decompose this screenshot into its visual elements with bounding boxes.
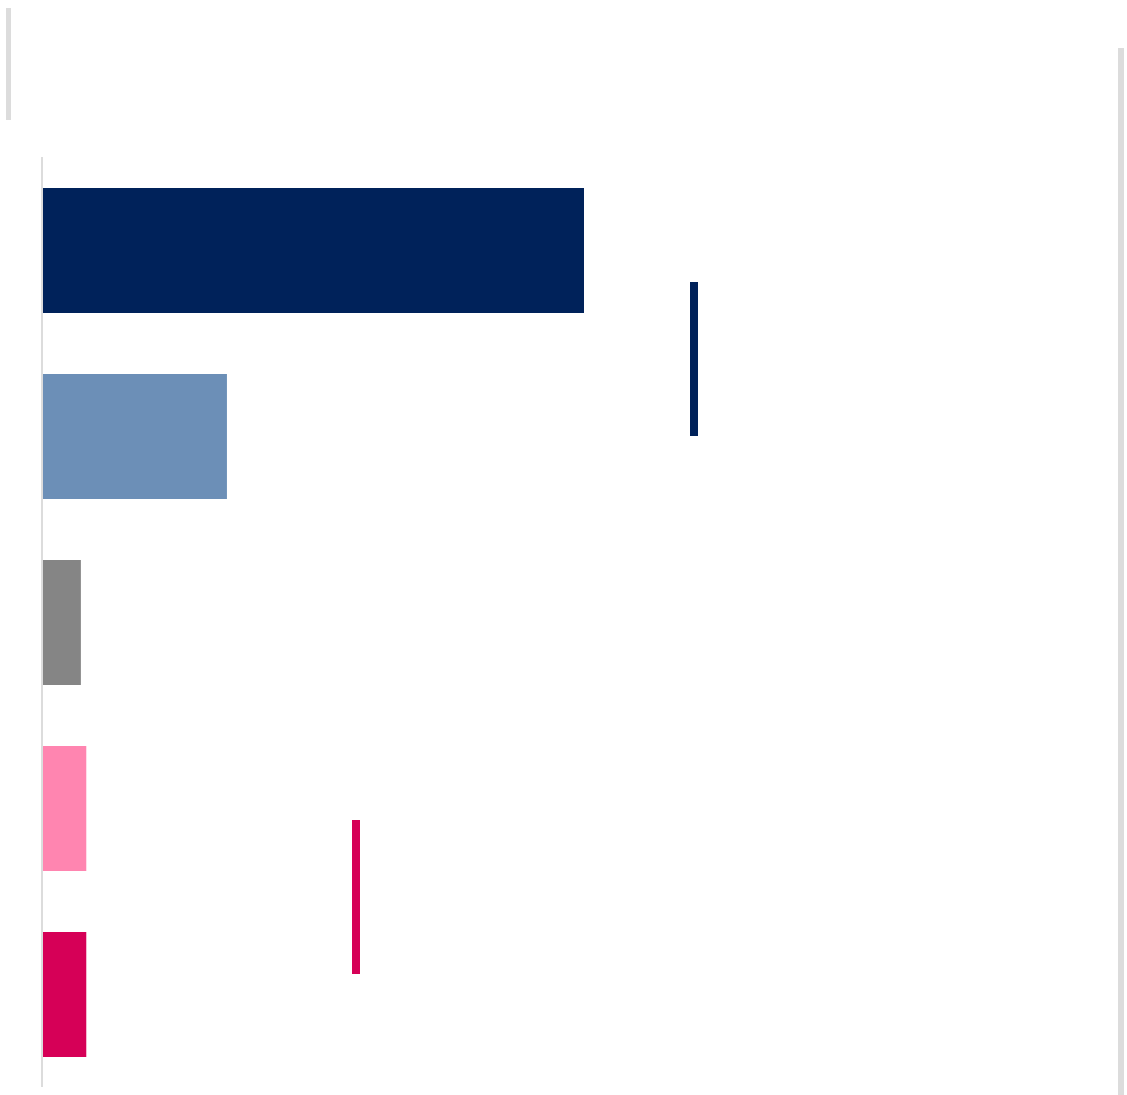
right-frame-line <box>1118 48 1124 1095</box>
bar-1 <box>43 188 584 313</box>
bars-group <box>43 188 584 1057</box>
bar-5 <box>43 932 87 1057</box>
left-frame-line <box>6 8 11 120</box>
markers-group <box>352 282 698 974</box>
marker-line-2 <box>352 820 360 974</box>
bar-4 <box>43 746 87 871</box>
bar-2 <box>43 374 227 499</box>
marker-line-1 <box>690 282 698 436</box>
bar-3 <box>43 560 81 685</box>
